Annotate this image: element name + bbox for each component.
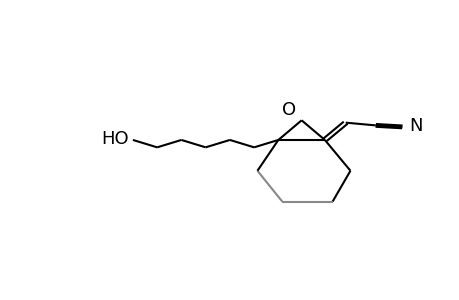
Text: O: O	[281, 101, 296, 119]
Text: N: N	[408, 117, 421, 135]
Text: HO: HO	[101, 130, 129, 148]
